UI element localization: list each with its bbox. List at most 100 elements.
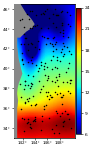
Point	[30, 59, 32, 61]
Point	[59, 31, 61, 33]
Point	[28, 74, 29, 77]
Point	[69, 79, 71, 82]
Point	[59, 60, 61, 62]
Point	[42, 35, 43, 37]
Point	[34, 116, 36, 119]
Point	[53, 132, 55, 134]
Point	[27, 48, 29, 51]
Point	[34, 103, 36, 106]
Point	[23, 33, 25, 35]
Point	[60, 11, 62, 13]
Point	[36, 24, 38, 26]
Point	[51, 59, 52, 61]
Point	[32, 62, 33, 64]
Point	[58, 85, 59, 88]
Point	[62, 32, 63, 34]
Point	[62, 41, 64, 44]
Point	[27, 118, 29, 121]
Point	[32, 119, 34, 122]
Point	[47, 27, 49, 29]
Point	[30, 42, 31, 44]
Point	[62, 103, 63, 105]
Point	[25, 102, 26, 104]
Point	[56, 112, 58, 115]
Point	[54, 43, 56, 45]
Point	[68, 49, 70, 52]
Point	[23, 88, 25, 90]
Point	[44, 74, 45, 76]
Point	[62, 121, 64, 123]
Point	[20, 108, 21, 110]
Point	[62, 96, 63, 99]
Point	[48, 17, 50, 19]
Point	[38, 67, 39, 69]
Point	[52, 45, 54, 48]
Point	[56, 66, 58, 69]
Point	[51, 67, 53, 70]
Point	[22, 117, 23, 119]
Point	[63, 45, 65, 47]
Point	[55, 110, 56, 112]
Point	[24, 84, 25, 87]
Point	[69, 82, 71, 84]
Point	[51, 43, 52, 45]
Point	[63, 53, 64, 55]
Point	[32, 95, 34, 97]
Point	[29, 87, 30, 89]
Point	[56, 14, 57, 16]
Point	[22, 17, 23, 20]
Point	[23, 130, 25, 132]
Point	[36, 64, 37, 66]
Point	[62, 22, 63, 24]
Point	[27, 120, 28, 123]
Point	[27, 42, 29, 45]
Point	[44, 61, 46, 64]
Point	[63, 120, 65, 122]
Point	[40, 88, 42, 90]
Point	[44, 36, 45, 38]
Point	[48, 90, 49, 93]
Point	[25, 37, 26, 39]
Polygon shape	[14, 4, 16, 138]
Point	[55, 26, 56, 28]
Point	[70, 53, 71, 55]
Point	[67, 36, 69, 38]
Point	[30, 123, 31, 125]
Point	[27, 122, 28, 124]
Point	[40, 27, 41, 29]
Point	[61, 9, 63, 12]
Point	[42, 119, 43, 122]
Point	[53, 35, 55, 38]
Point	[58, 75, 59, 77]
Point	[67, 23, 69, 25]
Point	[32, 74, 33, 77]
Point	[56, 59, 57, 61]
Point	[40, 129, 42, 131]
Point	[51, 96, 52, 98]
Point	[21, 58, 23, 61]
Point	[35, 14, 37, 16]
Point	[43, 108, 44, 111]
Point	[24, 80, 25, 83]
Point	[35, 103, 36, 106]
Point	[58, 73, 60, 75]
Point	[61, 48, 62, 50]
Point	[27, 83, 29, 86]
Point	[21, 52, 23, 54]
Point	[67, 11, 68, 13]
Point	[32, 83, 33, 86]
Point	[28, 96, 30, 99]
Point	[56, 41, 57, 43]
Point	[48, 98, 49, 100]
Point	[62, 29, 63, 31]
Point	[62, 35, 63, 37]
Point	[56, 14, 58, 17]
Point	[55, 48, 57, 51]
Point	[29, 27, 30, 29]
Point	[32, 25, 34, 27]
Point	[63, 81, 64, 83]
Point	[52, 55, 53, 57]
Point	[68, 67, 69, 69]
Point	[23, 62, 24, 65]
Point	[19, 83, 21, 86]
